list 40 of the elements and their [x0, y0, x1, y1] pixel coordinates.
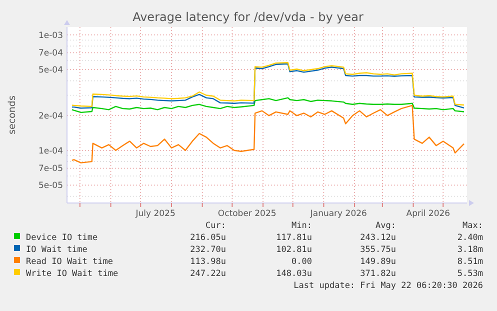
x-tick-label: October 2025 [218, 209, 276, 219]
text: 102.81u [276, 245, 312, 255]
y-tick-label: 5e-04 [38, 66, 63, 76]
text: 0.00 [292, 257, 312, 267]
chart-title: Average latency for /dev/vda - by year [132, 10, 364, 24]
text: 243.12u [360, 233, 396, 243]
text: Avg: [376, 221, 396, 231]
text: 5.53m [457, 269, 483, 279]
text: 371.82u [360, 269, 396, 279]
legend-label: Device IO time [26, 233, 98, 243]
legend-label: Read IO Wait time [26, 257, 113, 267]
text: 8.51m [457, 257, 483, 267]
text: Cur: [206, 221, 226, 231]
text: 355.75u [360, 245, 396, 255]
text: 148.03u [276, 269, 312, 279]
legend-label: Write IO Wait time [26, 269, 118, 279]
text: 2.40m [457, 233, 483, 243]
x-tick-label: January 2026 [309, 209, 367, 219]
legend-label: IO Wait time [26, 245, 88, 255]
x-tick-label: April 2026 [406, 209, 450, 219]
text: 232.70u [190, 245, 226, 255]
y-tick-label: 1e-04 [38, 146, 63, 156]
text: Last update: Fri May 22 06:20:30 2026 [294, 281, 483, 291]
y-tick-label: 5e-05 [38, 181, 63, 192]
text: 247.22u [190, 269, 226, 279]
y-tick-label: 7e-05 [38, 164, 63, 174]
text: 113.98u [190, 257, 226, 267]
x-tick-label: July 2025 [134, 209, 176, 219]
text: Max: [462, 221, 483, 231]
y-axis-title: seconds [7, 96, 18, 134]
text: Min: [292, 221, 312, 231]
line-series [71, 104, 465, 164]
line-series [71, 97, 465, 114]
text: 149.89u [360, 257, 396, 267]
y-tick-label: 2e-04 [38, 112, 63, 122]
y-tick-label: 1e-03 [38, 30, 63, 41]
y-tick-label: 7e-04 [38, 48, 63, 59]
text: 117.81u [276, 233, 312, 243]
text: 3.18m [457, 245, 483, 255]
text: 216.05u [190, 233, 226, 243]
